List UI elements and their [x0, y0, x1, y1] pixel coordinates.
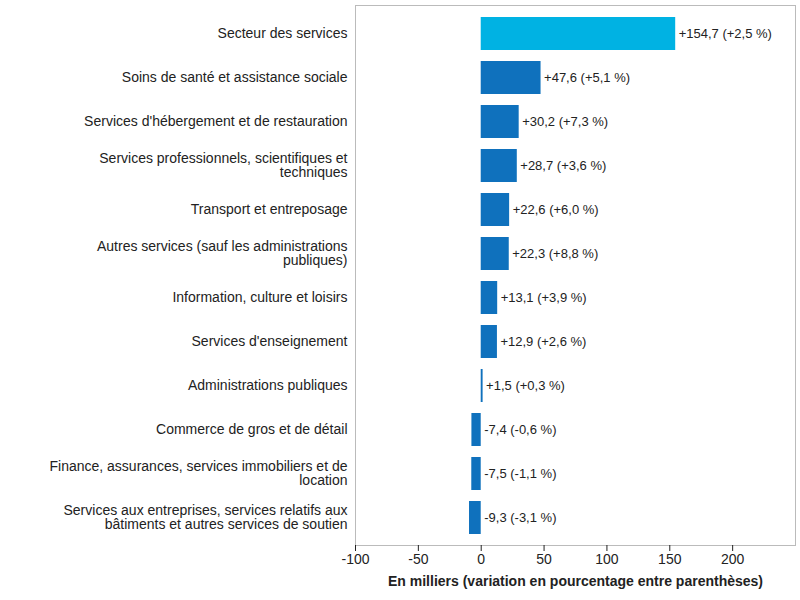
svg-text:Secteur des services: Secteur des services	[218, 25, 348, 41]
svg-text:-100: -100	[341, 551, 369, 567]
svg-text:100: 100	[595, 551, 619, 567]
svg-text:+154,7 (+2,5 %): +154,7 (+2,5 %)	[679, 26, 772, 41]
svg-text:+47,6 (+5,1 %): +47,6 (+5,1 %)	[544, 70, 630, 85]
svg-text:Soins de santé et assistance s: Soins de santé et assistance sociale	[122, 69, 348, 85]
svg-text:+13,1 (+3,9 %): +13,1 (+3,9 %)	[501, 290, 587, 305]
svg-text:0: 0	[477, 551, 485, 567]
svg-text:Autres services (sauf les admi: Autres services (sauf les administration…	[97, 238, 348, 268]
svg-text:50: 50	[536, 551, 552, 567]
svg-text:-50: -50	[408, 551, 428, 567]
svg-text:Services d'hébergement et de r: Services d'hébergement et de restauratio…	[84, 113, 347, 129]
svg-text:+1,5 (+0,3 %): +1,5 (+0,3 %)	[486, 378, 565, 393]
svg-text:Finance, assurances, services: Finance, assurances, services immobilier…	[49, 458, 347, 488]
svg-text:-7,5 (-1,1 %): -7,5 (-1,1 %)	[484, 466, 556, 481]
svg-text:-7,4 (-0,6 %): -7,4 (-0,6 %)	[484, 422, 556, 437]
svg-text:+30,2 (+7,3 %): +30,2 (+7,3 %)	[522, 114, 608, 129]
svg-text:En milliers (variation en pour: En milliers (variation en pourcentage en…	[388, 573, 763, 589]
svg-text:Information, culture et loisir: Information, culture et loisirs	[172, 289, 347, 305]
svg-text:+12,9 (+2,6 %): +12,9 (+2,6 %)	[500, 334, 586, 349]
svg-text:200: 200	[721, 551, 745, 567]
svg-text:150: 150	[658, 551, 682, 567]
svg-text:Administrations publiques: Administrations publiques	[188, 377, 348, 393]
svg-text:-9,3 (-3,1 %): -9,3 (-3,1 %)	[484, 510, 556, 525]
svg-text:Services aux entreprises, serv: Services aux entreprises, services relat…	[64, 502, 348, 532]
svg-text:Commerce de gros et de détail: Commerce de gros et de détail	[156, 421, 347, 437]
svg-text:Services d'enseignement: Services d'enseignement	[192, 333, 348, 349]
svg-text:Transport et entreposage: Transport et entreposage	[191, 201, 348, 217]
svg-text:+22,3 (+8,8 %): +22,3 (+8,8 %)	[512, 246, 598, 261]
svg-text:+22,6 (+6,0 %): +22,6 (+6,0 %)	[513, 202, 599, 217]
svg-text:+28,7 (+3,6 %): +28,7 (+3,6 %)	[520, 158, 606, 173]
svg-text:Services professionnels, scien: Services professionnels, scientifiques e…	[99, 150, 347, 180]
